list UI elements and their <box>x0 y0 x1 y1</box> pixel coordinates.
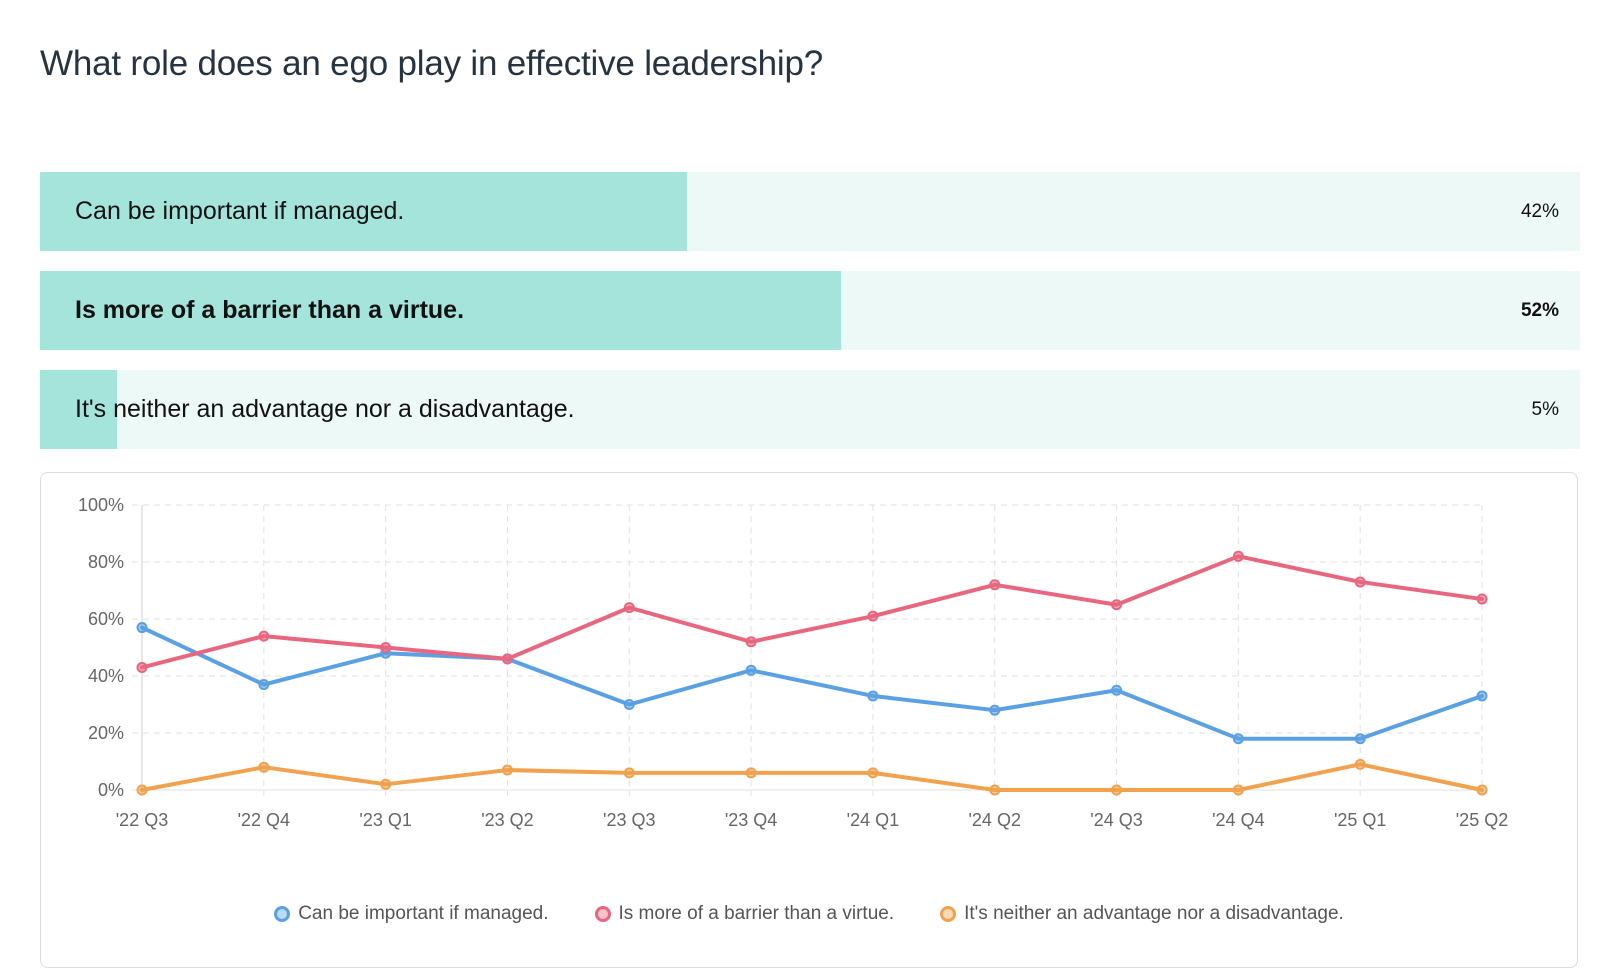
data-point <box>1354 733 1366 745</box>
data-point <box>867 767 879 779</box>
x-tick-label: '25 Q2 <box>1456 810 1508 830</box>
x-tick-label: '22 Q3 <box>116 810 168 830</box>
data-point <box>1111 684 1123 696</box>
poll-option-neither[interactable]: It's neither an advantage nor a disadvan… <box>40 370 1580 449</box>
data-point <box>1476 784 1488 796</box>
legend-dot-icon <box>274 906 291 922</box>
legend-item-barrier[interactable]: Is more of a barrier than a virtue. <box>594 903 895 925</box>
poll-option-label: Is more of a barrier than a virtue. <box>75 296 465 324</box>
data-point <box>380 642 392 653</box>
poll-option-fill <box>40 370 117 449</box>
y-tick-label: 100% <box>78 495 124 515</box>
legend-item-important[interactable]: Can be important if managed. <box>274 903 549 925</box>
poll-option-percent: 5% <box>1531 399 1559 420</box>
series-line <box>140 554 1484 670</box>
data-point <box>136 661 148 673</box>
y-tick-label: 80% <box>88 552 124 572</box>
legend-item-neither[interactable]: It's neither an advantage nor a disadvan… <box>940 903 1344 925</box>
data-point <box>623 699 635 710</box>
series-line <box>140 625 1484 741</box>
x-tick-label: '23 Q1 <box>359 810 411 830</box>
trend-chart-card: 0% 20% 40% 60% 80% 100% '22 Q3 '22 Q4 '23 Q1 '23 … <box>40 472 1578 968</box>
data-point <box>1354 576 1366 588</box>
data-point <box>989 704 1001 716</box>
data-point <box>1232 550 1244 562</box>
data-point <box>258 761 270 773</box>
y-tick-label: 20% <box>88 723 124 743</box>
data-point <box>258 630 270 642</box>
x-tick-label: '23 Q4 <box>725 810 777 830</box>
poll-option-label: It's neither an advantage nor a disadvan… <box>75 395 575 423</box>
x-tick-label: '22 Q4 <box>238 810 290 830</box>
data-point <box>745 636 757 648</box>
chart-legend: Can be important if managed. Is more of … <box>41 903 1577 925</box>
data-point <box>745 767 757 779</box>
y-tick-label: 60% <box>88 609 124 629</box>
poll-option-label: Can be important if managed. <box>75 197 405 225</box>
legend-label: Is more of a barrier than a virtue. <box>618 903 895 924</box>
legend-dot-icon <box>594 906 611 922</box>
data-point <box>623 602 635 614</box>
data-point <box>501 653 513 665</box>
data-point <box>380 778 392 790</box>
poll-option-fill <box>40 271 841 350</box>
data-point <box>1111 599 1123 611</box>
series-line <box>140 762 1484 792</box>
data-point <box>867 690 879 702</box>
x-tick-label: '24 Q4 <box>1212 810 1264 830</box>
data-point <box>1111 784 1123 796</box>
data-point <box>1232 733 1244 745</box>
poll-option-percent: 42% <box>1520 201 1559 222</box>
data-point <box>1232 784 1244 796</box>
data-point <box>136 622 148 634</box>
x-tick-label: '24 Q1 <box>847 810 899 830</box>
data-point <box>1476 690 1488 702</box>
x-tick-label: '23 Q3 <box>603 810 655 830</box>
poll-option-percent: 52% <box>1520 300 1559 321</box>
legend-dot-icon <box>940 906 957 922</box>
data-point <box>136 784 148 796</box>
poll-option-important-if-managed[interactable]: Can be important if managed. 42% <box>40 172 1580 251</box>
x-tick-label: '23 Q2 <box>481 810 533 830</box>
page-title: What role does an ego play in effective … <box>40 44 823 83</box>
y-tick-label: 0% <box>98 780 124 800</box>
y-tick-label: 40% <box>88 666 124 686</box>
data-point <box>867 610 879 622</box>
data-point <box>989 784 1001 796</box>
data-point <box>623 767 635 779</box>
legend-label: Can be important if managed. <box>298 903 549 924</box>
trend-line-chart: 0% 20% 40% 60% 80% 100% '22 Q3 '22 Q4 '23 Q1 '23 … <box>78 495 1508 830</box>
poll-option-fill <box>40 172 687 251</box>
data-point <box>501 764 513 776</box>
legend-label: It's neither an advantage nor a disadvan… <box>964 903 1344 924</box>
data-point <box>745 664 757 676</box>
x-tick-label: '24 Q2 <box>968 810 1020 830</box>
poll-options: Can be important if managed. 42% Is more… <box>40 172 1580 469</box>
data-point <box>1476 593 1488 605</box>
data-point <box>989 579 1001 591</box>
data-point <box>1354 758 1366 770</box>
x-tick-label: '25 Q1 <box>1334 810 1386 830</box>
x-tick-label: '24 Q3 <box>1090 810 1142 830</box>
data-point <box>258 679 270 691</box>
poll-option-barrier[interactable]: Is more of a barrier than a virtue. 52% <box>40 271 1580 350</box>
